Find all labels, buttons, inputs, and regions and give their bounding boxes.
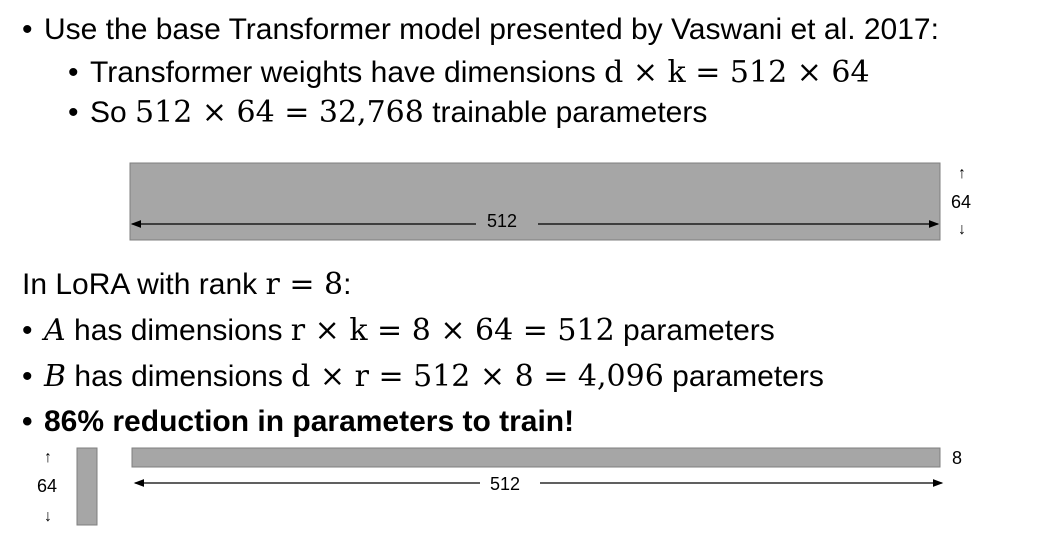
math-expression: d × r = 512 × 8 = 4,096 (291, 359, 664, 394)
sub-bullet-dimensions: • Transformer weights have dimensions d ×… (68, 56, 870, 90)
matrix-width-label: 512 (487, 211, 518, 231)
lora-bullet-a: • A has dimensions r × k = 8 × 64 = 512 p… (22, 314, 775, 348)
lora-heading-suffix: : (343, 268, 352, 301)
math-expression: r = 8 (265, 267, 344, 302)
up-arrow-icon: ↑ (44, 449, 52, 466)
intro-text: Use the base Transformer model presented… (44, 13, 939, 46)
intro-line: • Use the base Transformer model presente… (22, 13, 939, 47)
up-arrow-icon: ↑ (958, 165, 966, 182)
lora-bullet-text: has dimensions (66, 360, 292, 393)
lora-bullet-b: • B has dimensions d × r = 512 × 8 = 4,09… (22, 360, 824, 394)
highlight-text: 86% reduction in parameters to train! (44, 405, 575, 438)
lora-b-height-label: 8 (952, 448, 963, 468)
lora-bullet-text: has dimensions (65, 314, 291, 347)
sub-bullet-prefix: So (90, 96, 136, 129)
lora-b-width-label: 512 (490, 474, 521, 494)
bullet: • (22, 360, 33, 393)
math-expression: r × k = 8 × 64 = 512 (290, 313, 615, 348)
lora-bullet-suffix: parameters (614, 314, 775, 347)
math-expression: d × k = 512 × 64 (604, 55, 870, 90)
matrix-height-label: 64 (951, 192, 972, 212)
bullet: • (68, 56, 79, 89)
lora-bullet-suffix: parameters (663, 360, 824, 393)
lora-heading-prefix: In LoRA with rank (22, 268, 266, 301)
reduction-highlight: • 86% reduction in parameters to train! (22, 405, 574, 439)
bullet: • (68, 96, 79, 129)
lora-a-matrix (76, 447, 98, 526)
sub-bullet-text: Transformer weights have dimensions (90, 56, 605, 89)
down-arrow-icon: ↓ (44, 508, 52, 525)
sub-bullet-suffix: trainable parameters (423, 96, 708, 129)
lora-b-matrix (131, 447, 941, 468)
sub-bullet-parameters: • So 512 × 64 = 32,768 trainable paramete… (68, 96, 707, 130)
lora-heading: In LoRA with rank r = 8: (22, 268, 351, 302)
lora-a-height-label: 64 (37, 476, 58, 496)
down-arrow-icon: ↓ (958, 221, 966, 238)
bullet: • (22, 405, 33, 438)
weight-matrix (129, 162, 941, 241)
matrix-variable: B (44, 359, 67, 394)
matrix-variable: A (44, 313, 66, 348)
math-expression: 512 × 64 = 32,768 (135, 95, 424, 130)
bullet: • (22, 314, 33, 347)
bullet: • (22, 13, 33, 46)
